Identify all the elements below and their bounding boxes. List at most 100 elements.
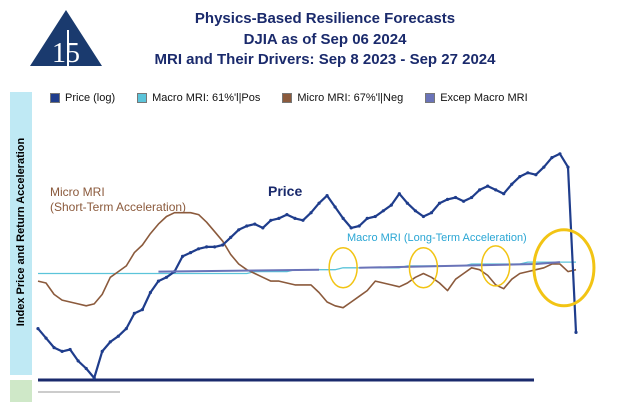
legend-swatch-excep [425, 93, 436, 103]
legend-item-price: Price (log) [50, 92, 115, 104]
legend-swatch-macro [137, 93, 148, 103]
price-point [293, 216, 297, 220]
price-point [421, 214, 426, 219]
highlight-ellipse-3 [532, 228, 596, 308]
price-point [132, 311, 136, 315]
price-point [558, 152, 562, 156]
price-point [566, 165, 570, 169]
series-line-price-log [37, 152, 578, 380]
price-point [213, 245, 217, 249]
price-point [486, 184, 490, 188]
price-point [60, 349, 64, 353]
price-point [333, 205, 337, 209]
legend-label-micro: Micro MRI: 67%'l|Neg [297, 92, 404, 104]
price-point [453, 195, 458, 200]
price-point [68, 347, 72, 352]
price-point [140, 308, 144, 312]
price-point [92, 376, 96, 380]
price-point [100, 349, 104, 353]
price-point [309, 211, 313, 215]
price-point [502, 192, 506, 196]
price-point [84, 366, 88, 371]
legend-item-macro: Macro MRI: 61%'l|Pos [137, 92, 260, 104]
price-point [205, 245, 209, 249]
series-line-micro-mri-67-l-neg [37, 211, 577, 309]
highlight-ellipse-2 [480, 245, 511, 287]
price-point [237, 228, 241, 232]
annotation-micro-mri: Micro MRI [50, 185, 105, 199]
price-point [261, 226, 265, 230]
price-point [389, 203, 393, 207]
highlight-ellipse-1 [408, 247, 439, 289]
price-point [44, 336, 48, 340]
price-point [76, 359, 80, 363]
price-point [156, 279, 161, 283]
legend-label-macro: Macro MRI: 61%'l|Pos [152, 92, 261, 104]
legend: Price (log) Macro MRI: 61%'l|Pos Micro M… [50, 92, 550, 104]
price-point [341, 216, 345, 220]
logo-icon: 15 [30, 10, 102, 69]
price-point [108, 340, 112, 344]
price-point [510, 182, 514, 186]
price-point [229, 235, 233, 239]
price-point [397, 192, 401, 196]
price-point [365, 216, 369, 220]
legend-item-micro: Micro MRI: 67%'l|Neg [282, 92, 403, 104]
price-point [269, 218, 273, 222]
price-point [253, 222, 257, 226]
price-point [164, 275, 169, 279]
price-point [325, 194, 329, 198]
price-point [445, 197, 450, 201]
price-point [373, 214, 377, 219]
price-point [36, 327, 40, 331]
logo-text: 15 [52, 38, 80, 69]
price-point [542, 165, 546, 169]
y-axis-band [10, 92, 32, 375]
price-point [221, 243, 225, 247]
legend-label-excep: Excep Macro MRI [440, 92, 528, 104]
title-line-3: MRI and Their Drivers: Sep 8 2023 - Sep … [154, 51, 496, 68]
price-point [526, 171, 530, 175]
price-point [470, 195, 474, 200]
title-line-1: Physics-Based Resilience Forecasts [194, 10, 456, 27]
price-point [277, 216, 281, 220]
price-point [357, 224, 361, 228]
annotation-macro-mri: Macro MRI (Long-Term Acceleration) [347, 232, 527, 244]
legend-label-price: Price (log) [65, 92, 116, 104]
price-point [574, 330, 578, 334]
excep-macro-segment-0 [158, 268, 320, 273]
annotation-micro-mri-sub: (Short-Term Acceleration) [50, 200, 186, 214]
title-line-2: DJIA as of Sep 06 2024 [243, 31, 407, 48]
price-point [405, 201, 409, 205]
legend-item-excep: Excep Macro MRI [425, 92, 528, 104]
price-point [461, 199, 466, 203]
price-point [52, 346, 56, 350]
annotation-price: Price [268, 183, 302, 199]
price-point [381, 209, 385, 213]
highlight-ellipse-0 [328, 247, 358, 289]
price-point [116, 334, 120, 338]
price-point [245, 224, 249, 228]
excep-macro-segment-1 [359, 263, 536, 269]
legend-swatch-price [50, 93, 60, 103]
legend-swatch-micro [282, 93, 293, 103]
price-point [317, 201, 321, 205]
price-point [437, 201, 442, 205]
price-point [413, 209, 418, 213]
price-point [429, 211, 434, 215]
price-point [301, 218, 305, 222]
price-point [196, 247, 201, 251]
price-point [494, 188, 498, 192]
price-point [478, 188, 482, 192]
price-point [188, 251, 193, 255]
bottom-band [10, 380, 32, 402]
price-point [285, 213, 289, 217]
price-point [349, 226, 353, 230]
excep-macro-segment-2 [535, 261, 561, 265]
price-point [180, 254, 185, 258]
price-point [550, 156, 554, 160]
price-point [124, 327, 128, 331]
price-point [534, 173, 538, 177]
price-point [518, 175, 522, 179]
